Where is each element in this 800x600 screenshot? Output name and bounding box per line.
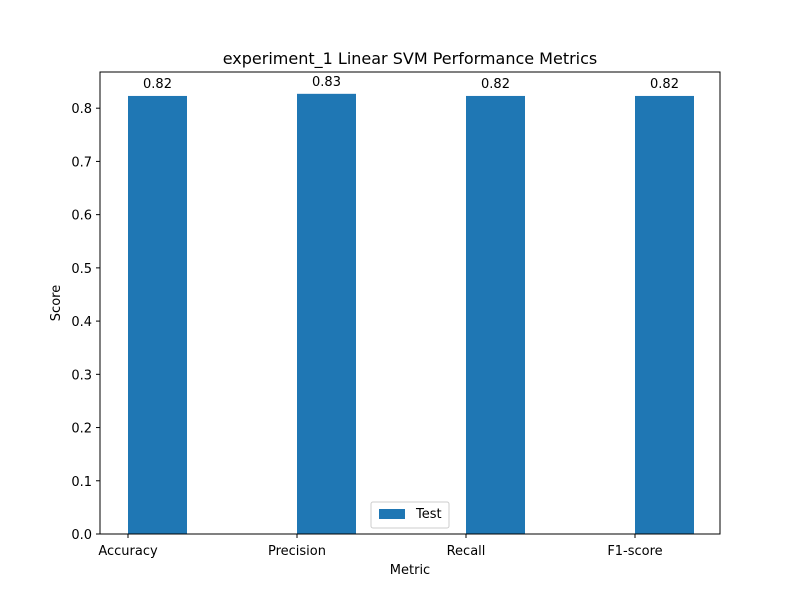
y-tick-label: 0.2 — [71, 422, 92, 437]
y-tick-label: 0.1 — [71, 475, 92, 490]
bar-recall — [466, 95, 525, 535]
y-tick-label: 0.8 — [71, 102, 92, 117]
bar-f1-score — [635, 95, 694, 535]
x-tick-label: F1-score — [607, 544, 662, 559]
data-label-precision: 0.83 — [312, 75, 341, 90]
y-tick-label: 0.3 — [71, 368, 92, 383]
bar-accuracy — [128, 95, 187, 535]
y-tick-label: 0.5 — [71, 262, 92, 277]
y-tick-label: 0.6 — [71, 209, 92, 224]
legend-label-test: Test — [415, 507, 442, 522]
plot-frame — [99, 71, 721, 535]
y-axis: 0.0 0.1 0.2 0.3 0.4 0.5 0.6 0.7 0.8 — [71, 102, 100, 543]
x-axis-label: Metric — [390, 563, 430, 578]
y-axis-label: Score — [49, 285, 64, 321]
y-tick-label: 0.0 — [71, 528, 92, 543]
x-tick-label: Precision — [268, 544, 326, 559]
x-tick-label: Recall — [447, 544, 486, 559]
data-label-f1-score: 0.82 — [650, 77, 679, 92]
data-labels-group: 0.82 0.83 0.82 0.82 — [143, 75, 679, 92]
data-label-accuracy: 0.82 — [143, 77, 172, 92]
bar-precision — [297, 93, 356, 535]
x-tick-label: Accuracy — [98, 544, 158, 559]
y-tick-label: 0.4 — [71, 315, 92, 330]
data-label-recall: 0.82 — [481, 77, 510, 92]
legend-box — [370, 501, 450, 529]
chart-title: experiment_1 Linear SVM Performance Metr… — [223, 49, 598, 69]
legend-swatch-test — [379, 509, 405, 519]
bars-group — [128, 93, 694, 535]
x-axis: Accuracy Precision Recall F1-score — [98, 534, 663, 559]
y-tick-label: 0.7 — [71, 155, 92, 170]
legend: Test — [370, 501, 450, 529]
